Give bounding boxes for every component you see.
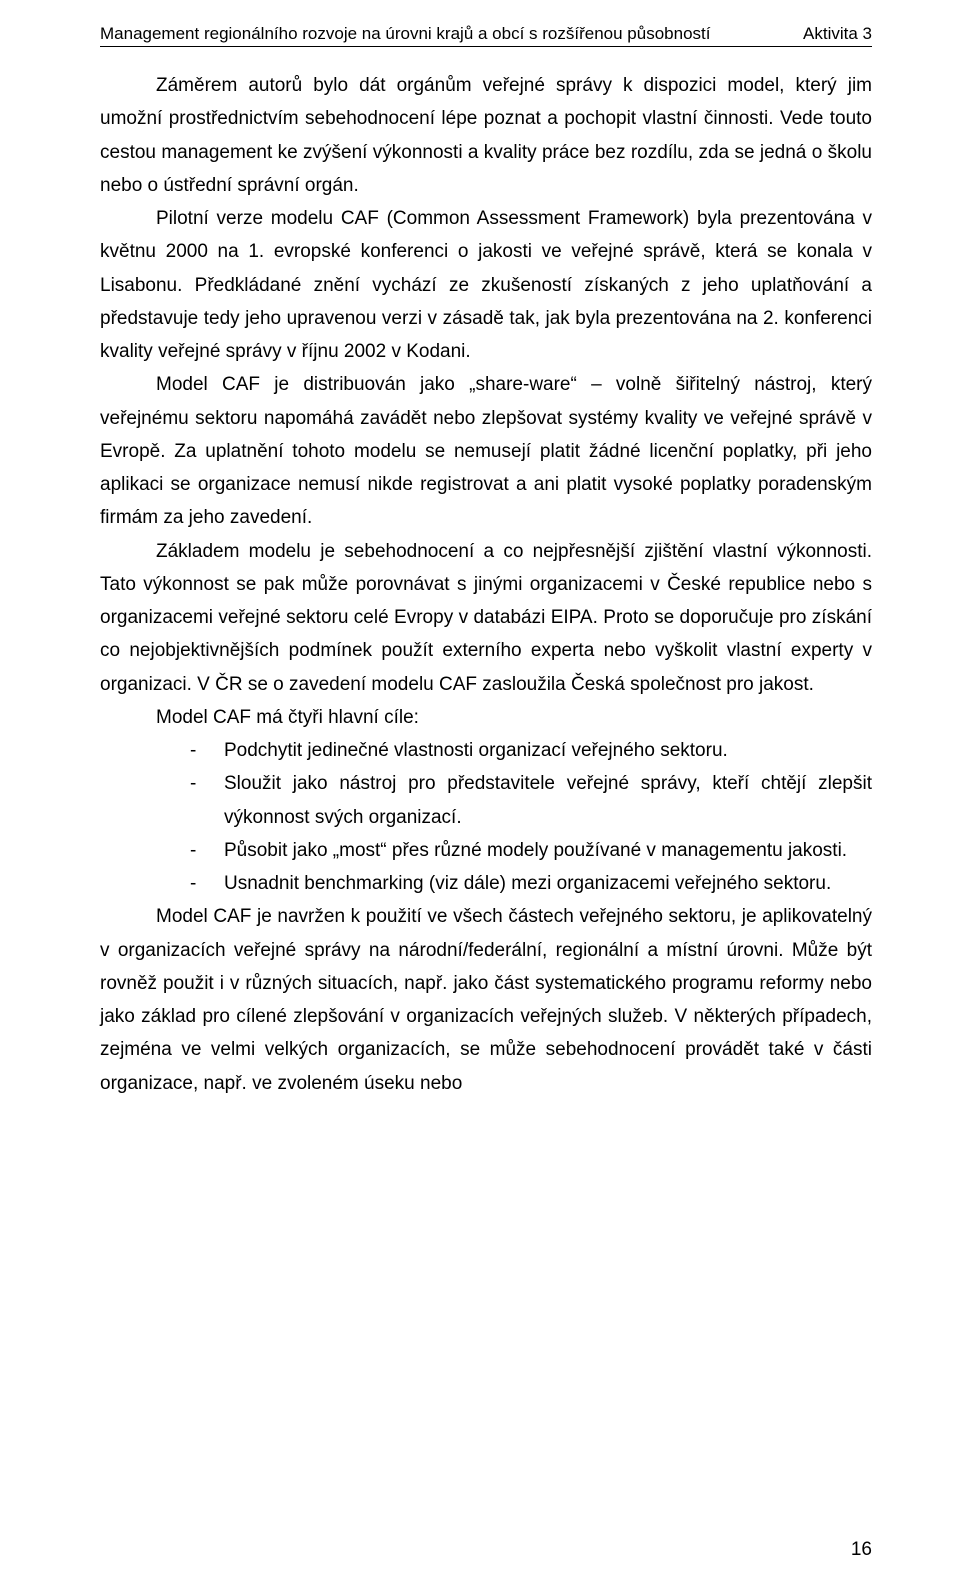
list-item: Sloužit jako nástroj pro představitele v… (190, 767, 872, 834)
paragraph-4: Základem modelu je sebehodnocení a co ne… (100, 535, 872, 701)
list-item: Působit jako „most“ přes různé modely po… (190, 834, 872, 867)
paragraph-1: Záměrem autorů bylo dát orgánům veřejné … (100, 69, 872, 202)
header-left: Management regionálního rozvoje na úrovn… (100, 24, 710, 44)
document-page: Management regionálního rozvoje na úrovn… (0, 0, 960, 1585)
paragraph-5: Model CAF je navržen k použití ve všech … (100, 900, 872, 1100)
body-text: Záměrem autorů bylo dát orgánům veřejné … (100, 69, 872, 734)
goals-list: Podchytit jedinečné vlastnosti organizac… (100, 734, 872, 900)
list-intro: Model CAF má čtyři hlavní cíle: (100, 701, 872, 734)
list-item: Usnadnit benchmarking (viz dále) mezi or… (190, 867, 872, 900)
paragraph-2: Pilotní verze modelu CAF (Common Assessm… (100, 202, 872, 368)
paragraph-3: Model CAF je distribuován jako „share-wa… (100, 368, 872, 534)
running-header: Management regionálního rozvoje na úrovn… (100, 24, 872, 47)
header-right: Aktivita 3 (803, 24, 872, 44)
list-item: Podchytit jedinečné vlastnosti organizac… (190, 734, 872, 767)
page-number: 16 (851, 1539, 872, 1561)
body-text-after-list: Model CAF je navržen k použití ve všech … (100, 900, 872, 1100)
